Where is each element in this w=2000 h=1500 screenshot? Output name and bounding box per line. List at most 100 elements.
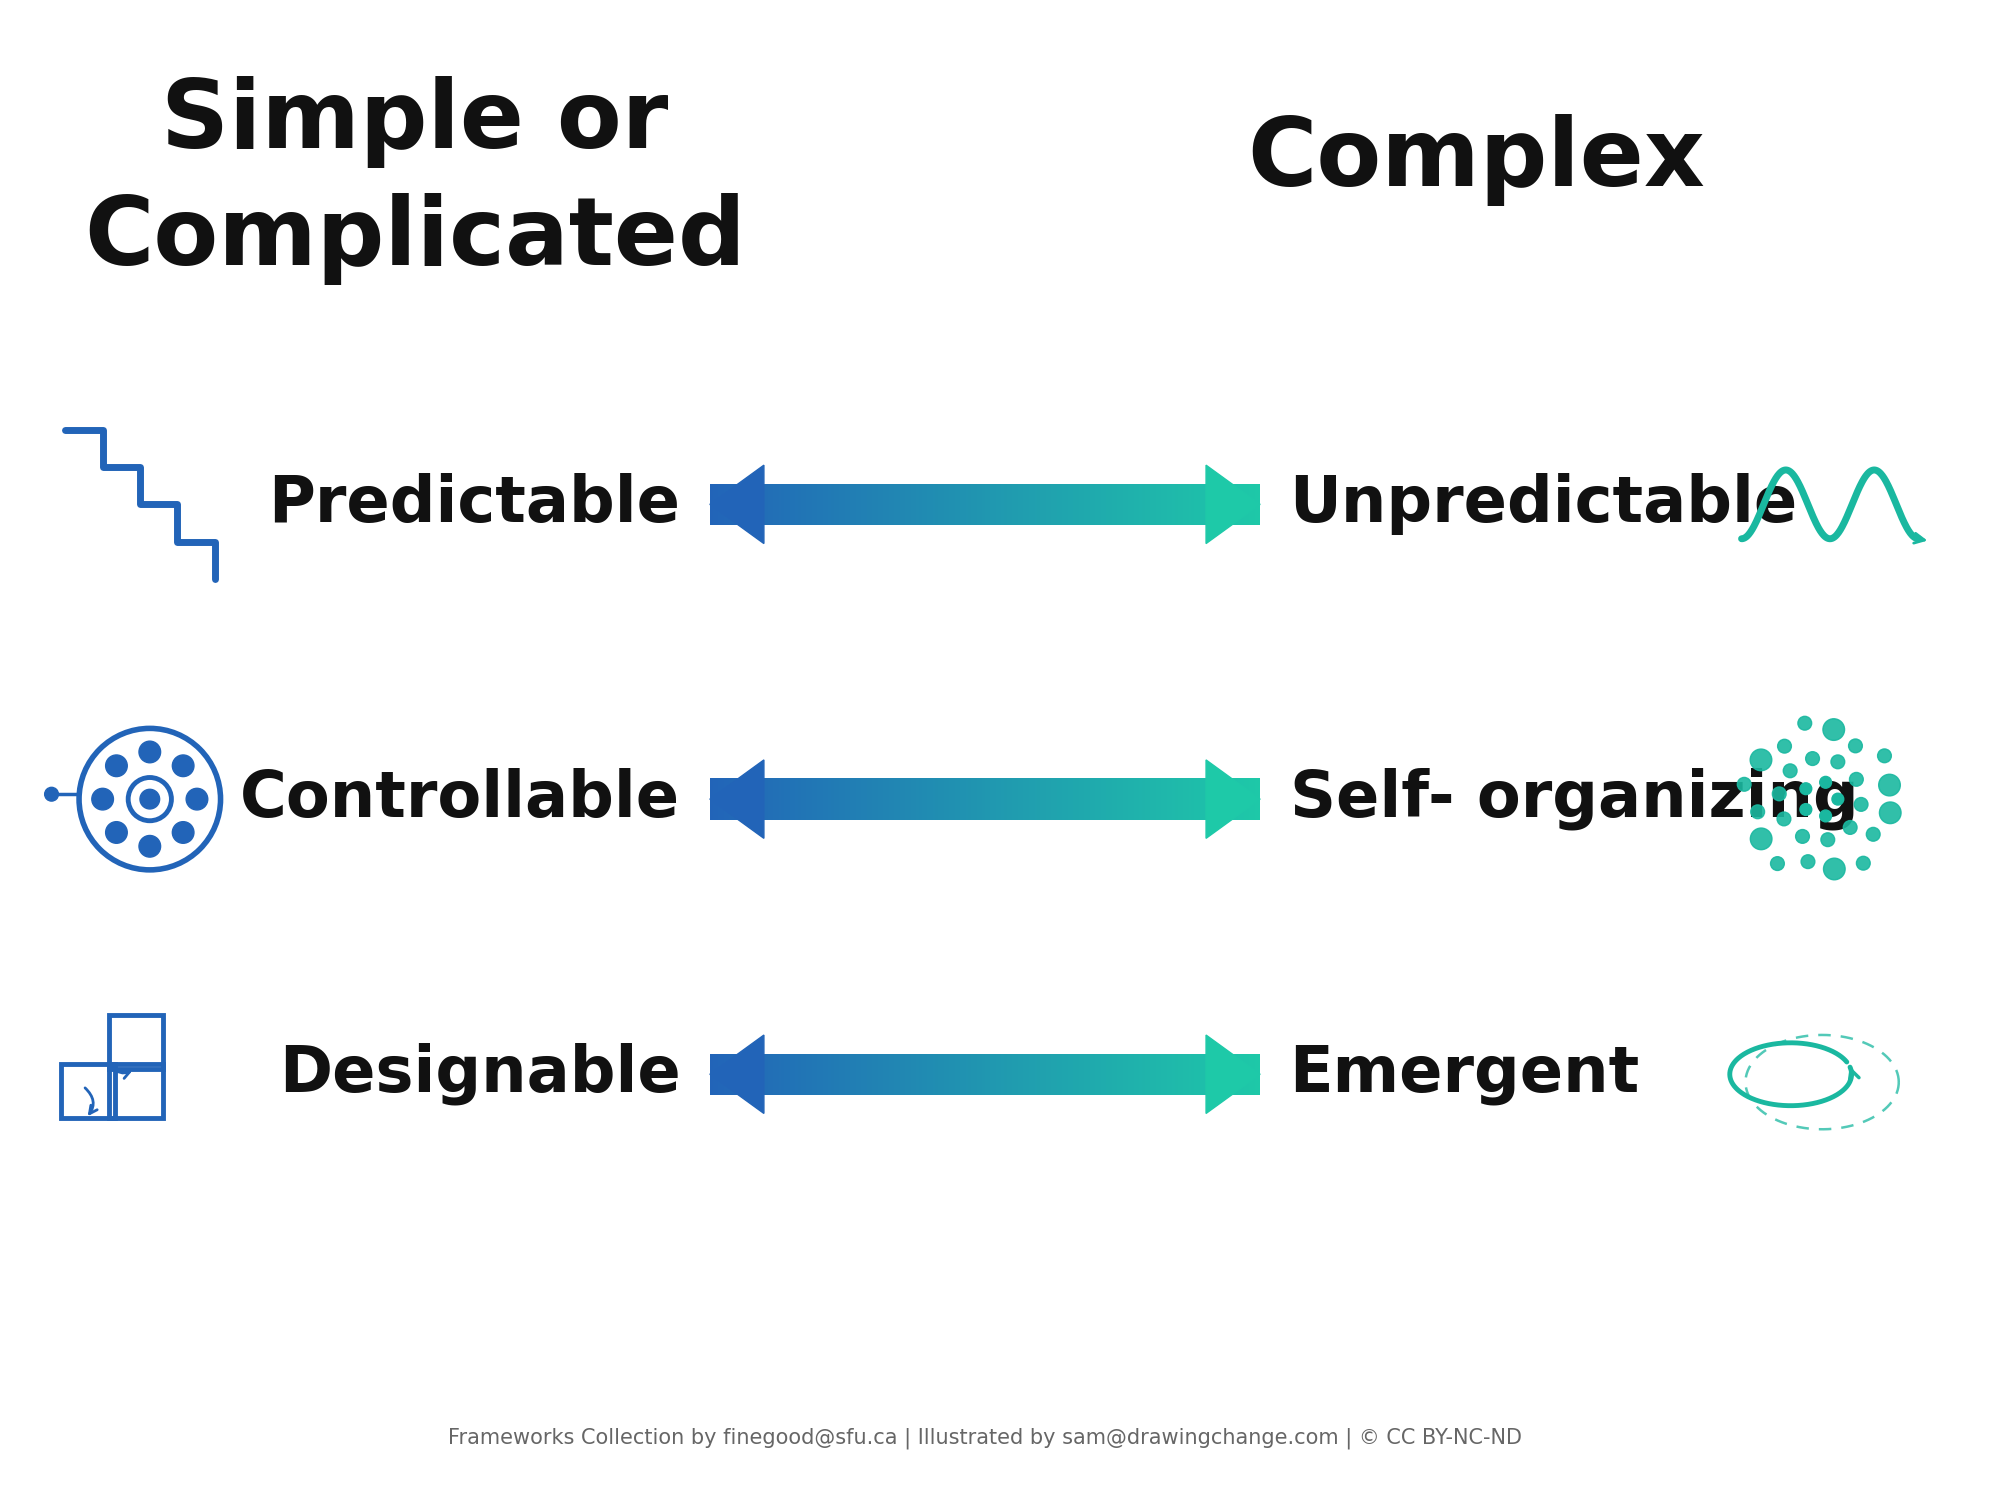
Bar [990,778,994,820]
Bar [836,1053,840,1095]
Bar [1128,1053,1130,1095]
Circle shape [1798,717,1812,730]
Bar [1228,1053,1230,1095]
Bar [1142,483,1144,525]
Bar [862,483,864,525]
Bar [724,483,726,525]
Bar [1144,483,1148,525]
Circle shape [1800,783,1812,795]
Bar [1214,483,1216,525]
Bar [952,778,954,820]
Bar [820,778,822,820]
Bar [1258,778,1260,820]
Bar [764,483,768,525]
Bar [1188,778,1192,820]
Bar [1240,1053,1244,1095]
Bar [1098,1053,1100,1095]
Bar [762,778,764,820]
Bar [1054,483,1056,525]
Bar [938,483,940,525]
Bar [892,483,894,525]
Bar [1140,778,1142,820]
Bar [806,778,808,820]
Circle shape [1772,788,1786,801]
Bar [1186,1053,1188,1095]
Bar [870,483,872,525]
Bar [760,1053,762,1095]
FancyArrow shape [710,465,764,543]
Bar [1162,483,1164,525]
Bar [1246,778,1250,820]
Bar [938,778,940,820]
Bar [1078,1053,1082,1095]
Text: Simple or
Complicated: Simple or Complicated [84,75,746,285]
Bar [1114,1053,1118,1095]
Bar [818,778,820,820]
Bar [1096,778,1098,820]
Bar [1200,483,1202,525]
Bar [862,1053,864,1095]
Bar [806,483,808,525]
Bar [1006,778,1010,820]
Bar [834,778,836,820]
Bar [760,483,762,525]
Bar [1092,1053,1096,1095]
Bar [988,1053,990,1095]
Bar [980,778,982,820]
Bar [998,1053,1002,1095]
Bar [906,778,908,820]
Bar [874,1053,878,1095]
Bar [878,1053,880,1095]
Text: Controllable: Controllable [240,768,680,830]
Bar [1004,1053,1006,1095]
Bar [1054,778,1056,820]
Bar [856,778,858,820]
Bar [1064,1053,1068,1095]
Bar [1164,1053,1166,1095]
Bar [950,1053,952,1095]
Bar [806,1053,808,1095]
Bar [718,483,720,525]
Bar [726,483,730,525]
Bar [1152,1053,1156,1095]
Bar [996,1053,998,1095]
Bar [1150,1053,1152,1095]
Bar [1062,1053,1064,1095]
Circle shape [1770,856,1784,870]
Bar [1232,1053,1236,1095]
Bar [1208,1053,1210,1095]
Bar [880,778,884,820]
FancyArrow shape [710,1035,764,1113]
Bar [790,1053,792,1095]
Bar [884,1053,886,1095]
Bar [730,1053,732,1095]
Bar [1060,778,1062,820]
Bar [746,483,748,525]
Bar [826,778,828,820]
Bar [1126,483,1128,525]
Bar [796,1053,798,1095]
Bar [734,483,738,525]
Bar [1032,1053,1034,1095]
Bar [968,483,972,525]
Bar [1104,483,1106,525]
Bar [828,483,830,525]
Bar [768,778,770,820]
Bar [1096,483,1098,525]
Text: Predictable: Predictable [268,474,680,536]
Bar [1192,483,1194,525]
Bar [918,1053,922,1095]
Bar [1236,483,1238,525]
Bar [856,483,858,525]
Bar [830,778,834,820]
Bar [1144,1053,1148,1095]
Bar [1246,483,1250,525]
Bar [928,483,930,525]
Bar [974,483,976,525]
Bar [866,1053,870,1095]
Bar [740,483,742,525]
Bar [848,1053,850,1095]
Bar [932,778,936,820]
Bar [778,1053,782,1095]
Bar [1002,1053,1004,1095]
